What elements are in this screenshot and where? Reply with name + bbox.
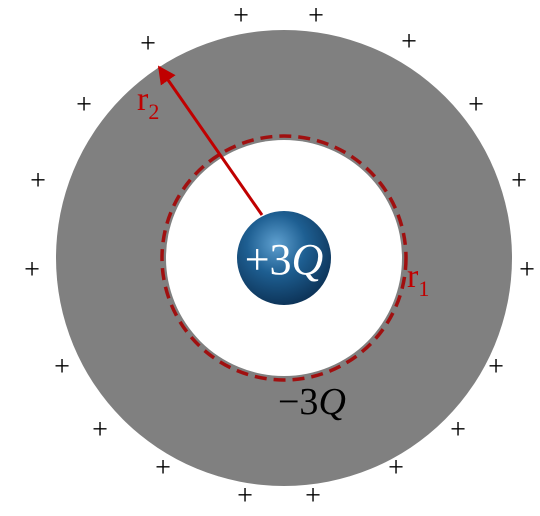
plus-sign: + — [511, 165, 527, 196]
plus-sign: + — [519, 254, 535, 285]
plus-sign: + — [450, 414, 466, 445]
plus-sign: + — [30, 165, 46, 196]
radius-subscript: 1 — [418, 276, 429, 301]
plus-sign: + — [308, 0, 324, 31]
plus-sign: + — [140, 28, 156, 59]
plus-sign: + — [237, 480, 253, 511]
charge-symbol: Q — [318, 381, 345, 423]
plus-sign: + — [76, 89, 92, 120]
plus-sign: + — [233, 0, 249, 31]
plus-sign: + — [92, 414, 108, 445]
radius-letter: r — [407, 258, 419, 295]
radius-subscript: 2 — [148, 99, 159, 124]
charge-amount: +3 — [245, 235, 292, 284]
center-charge-label: +3Q — [245, 235, 324, 284]
plus-sign: + — [468, 89, 484, 120]
plus-sign: + — [155, 452, 171, 483]
plus-sign: + — [388, 452, 404, 483]
diagram: +3Q −3Q r2 r1 ++++++++++++++++++ — [0, 0, 540, 516]
charge-symbol: Q — [292, 235, 324, 284]
shell-charge-label: −3Q — [278, 381, 346, 423]
plus-sign: + — [488, 351, 504, 382]
plus-sign: + — [305, 480, 321, 511]
plus-sign: + — [401, 26, 417, 57]
plus-sign: + — [54, 351, 70, 382]
charge-amount: −3 — [278, 381, 318, 423]
radius-letter: r — [137, 81, 149, 118]
plus-sign: + — [24, 254, 40, 285]
